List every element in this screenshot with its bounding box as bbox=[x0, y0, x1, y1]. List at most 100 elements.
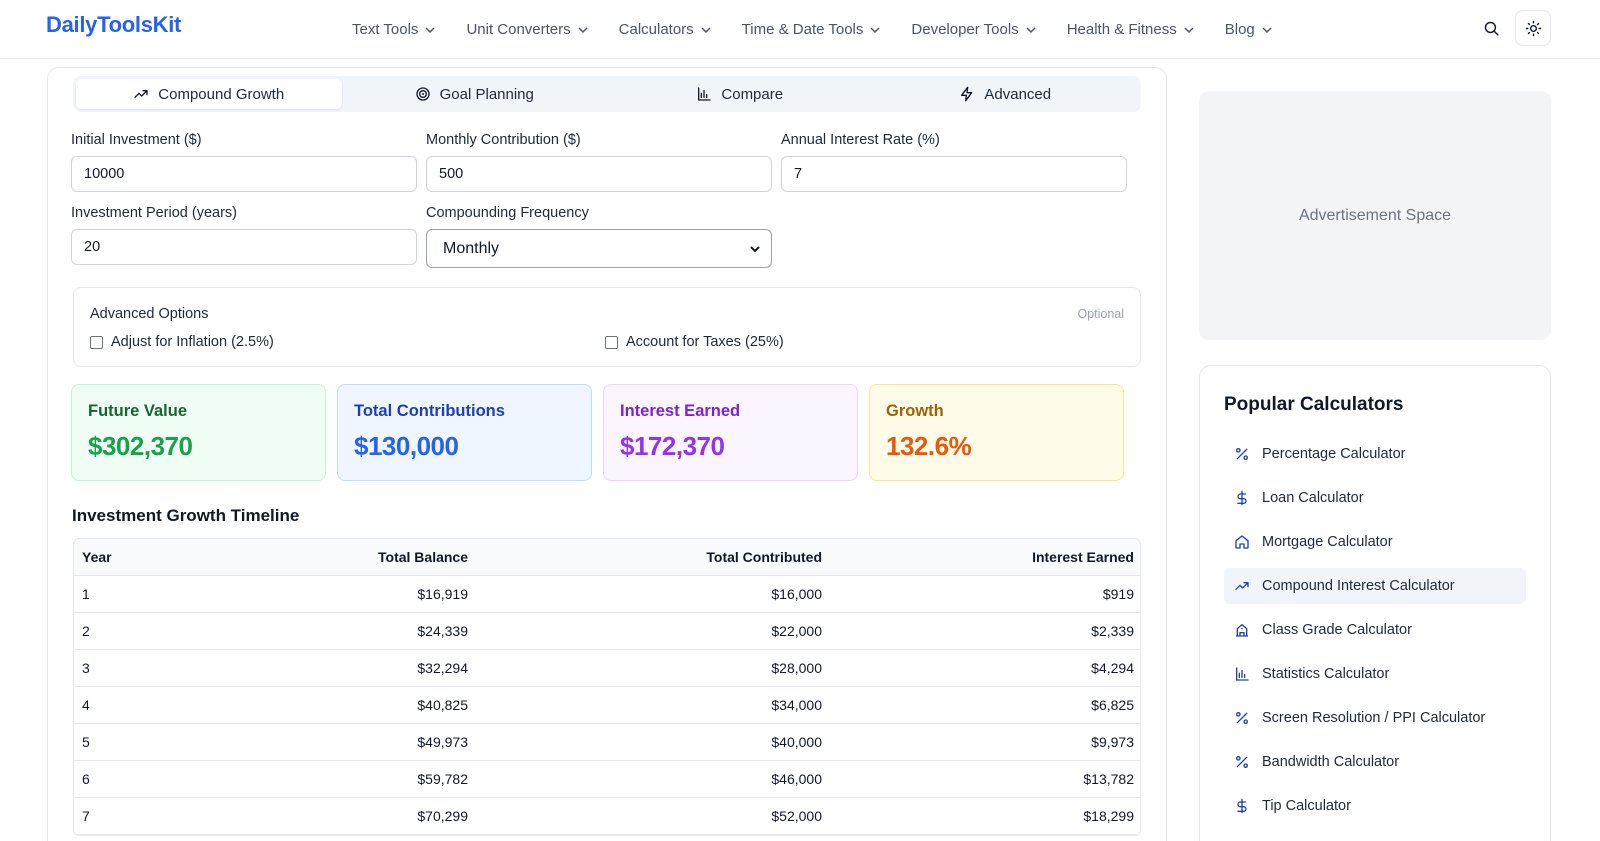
home-icon bbox=[1235, 535, 1249, 549]
chevron-down-icon bbox=[750, 245, 760, 252]
table-row: 7 $70,299 $52,000 $18,299 bbox=[74, 798, 1140, 835]
stat-value: $172,370 bbox=[620, 431, 725, 461]
popular-item-class-grade[interactable]: Class Grade Calculator bbox=[1224, 612, 1526, 648]
popular-item-label: Screen Resolution / PPI Calculator bbox=[1262, 710, 1486, 726]
frequency-value: Monthly bbox=[443, 239, 500, 257]
cell-year: 5 bbox=[82, 734, 90, 750]
cell-interest: $18,299 bbox=[1083, 808, 1134, 824]
nav-unit-converters[interactable]: Unit Converters bbox=[466, 21, 588, 38]
initial-investment-label: Initial Investment ($) bbox=[71, 132, 202, 148]
popular-item-compound-interest[interactable]: Compound Interest Calculator bbox=[1224, 568, 1526, 604]
popular-item-tip[interactable]: Tip Calculator bbox=[1224, 788, 1526, 824]
popular-item-label: Percentage Calculator bbox=[1262, 446, 1406, 462]
table-row: 5 $49,973 $40,000 $9,973 bbox=[74, 724, 1140, 761]
taxes-checkbox-row[interactable]: Account for Taxes (25%) bbox=[605, 334, 784, 350]
popular-calculators-card: Popular Calculators Percentage Calculato… bbox=[1199, 365, 1551, 841]
stat-future-value: Future Value $302,370 bbox=[71, 384, 326, 481]
nav-label: Unit Converters bbox=[466, 21, 571, 38]
cell-year: 3 bbox=[82, 660, 90, 676]
period-input[interactable]: 20 bbox=[71, 229, 417, 265]
popular-item-mortgage[interactable]: Mortgage Calculator bbox=[1224, 524, 1526, 560]
chevron-down-icon bbox=[578, 26, 588, 33]
chevron-down-icon bbox=[1026, 26, 1036, 33]
nav-time-date-tools[interactable]: Time & Date Tools bbox=[742, 21, 882, 38]
popular-item-label: Class Grade Calculator bbox=[1262, 622, 1412, 638]
annual-rate-input[interactable]: 7 bbox=[781, 156, 1127, 192]
percent-icon bbox=[1236, 756, 1248, 768]
frequency-select[interactable]: Monthly bbox=[426, 229, 772, 268]
popular-item-bandwidth[interactable]: Bandwidth Calculator bbox=[1224, 744, 1526, 780]
initial-investment-input[interactable]: 10000 bbox=[71, 156, 417, 192]
chevron-down-icon bbox=[425, 26, 435, 33]
monthly-contribution-label: Monthly Contribution ($) bbox=[426, 132, 581, 148]
stat-growth: Growth 132.6% bbox=[869, 384, 1124, 481]
taxes-checkbox[interactable] bbox=[605, 335, 618, 349]
stat-label: Growth bbox=[886, 402, 944, 420]
initial-investment-field: Initial Investment ($) 10000 bbox=[71, 132, 417, 192]
advertisement-space: Advertisement Space bbox=[1199, 91, 1551, 340]
cell-contributed: $34,000 bbox=[771, 697, 822, 713]
cell-balance: $59,782 bbox=[417, 771, 468, 787]
search-button[interactable] bbox=[1473, 10, 1509, 46]
popular-item-screen-resolution[interactable]: Screen Resolution / PPI Calculator bbox=[1224, 700, 1526, 736]
cell-year: 4 bbox=[82, 697, 90, 713]
cell-interest: $919 bbox=[1102, 586, 1134, 602]
inflation-checkbox-row[interactable]: Adjust for Inflation (2.5%) bbox=[90, 334, 274, 350]
trending-up-icon bbox=[1235, 582, 1249, 590]
nav-label: Blog bbox=[1224, 21, 1255, 38]
col-header-year: Year bbox=[82, 549, 112, 565]
chevron-down-icon bbox=[1262, 26, 1272, 33]
tab-goal-planning[interactable]: Goal Planning bbox=[342, 79, 608, 109]
timeline-table: Year Total Balance Total Contributed Int… bbox=[73, 538, 1141, 836]
percent-icon bbox=[1236, 712, 1248, 724]
timeline-title: Investment Growth Timeline bbox=[72, 506, 300, 525]
table-row: 3 $32,294 $28,000 $4,294 bbox=[74, 650, 1140, 687]
nav-calculators[interactable]: Calculators bbox=[619, 21, 712, 38]
popular-item-label: Mortgage Calculator bbox=[1262, 534, 1393, 550]
nav-health-fitness[interactable]: Health & Fitness bbox=[1067, 21, 1195, 38]
search-icon bbox=[1484, 21, 1499, 36]
cell-balance: $24,339 bbox=[417, 623, 468, 639]
nav-blog[interactable]: Blog bbox=[1225, 21, 1273, 38]
tab-compare[interactable]: Compare bbox=[607, 79, 873, 109]
popular-item-loan[interactable]: Loan Calculator bbox=[1224, 480, 1526, 516]
cell-contributed: $28,000 bbox=[771, 660, 822, 676]
table-header-row: Year Total Balance Total Contributed Int… bbox=[74, 539, 1140, 576]
popular-item-label: Loan Calculator bbox=[1262, 490, 1364, 506]
site-header: Daily Tools Kit Text Tools Unit Converters… bbox=[0, 0, 1600, 59]
target-icon bbox=[415, 87, 430, 101]
nav-developer-tools[interactable]: Developer Tools bbox=[911, 21, 1036, 38]
period-label: Investment Period (years) bbox=[71, 205, 238, 221]
tab-advanced[interactable]: Advanced bbox=[873, 79, 1139, 109]
popular-item-label: Statistics Calculator bbox=[1262, 666, 1390, 682]
tab-compound-growth[interactable]: Compound Growth bbox=[76, 79, 342, 109]
monthly-contribution-input[interactable]: 500 bbox=[426, 156, 772, 192]
cell-balance: $49,973 bbox=[417, 734, 468, 750]
cell-interest: $2,339 bbox=[1091, 623, 1134, 639]
bar-chart-icon bbox=[1236, 667, 1249, 681]
table-row: 1 $16,919 $16,000 $919 bbox=[74, 576, 1140, 613]
site-logo[interactable]: Daily Tools Kit bbox=[46, 12, 181, 38]
percent-icon bbox=[1236, 448, 1248, 460]
main-nav: Text Tools Unit Converters Calculators T… bbox=[352, 0, 1273, 59]
nav-text-tools[interactable]: Text Tools bbox=[352, 21, 436, 38]
annual-rate-field: Annual Interest Rate (%) 7 bbox=[781, 132, 1127, 192]
stat-value: 132.6% bbox=[886, 431, 972, 461]
cell-contributed: $22,000 bbox=[771, 623, 822, 639]
frequency-label: Compounding Frequency bbox=[426, 205, 589, 221]
theme-toggle-button[interactable] bbox=[1515, 10, 1551, 46]
sun-icon bbox=[1525, 20, 1541, 36]
popular-item-statistics[interactable]: Statistics Calculator bbox=[1224, 656, 1526, 692]
annual-rate-label: Annual Interest Rate (%) bbox=[781, 132, 940, 148]
calculator-card: Compound Growth Goal Planning Compare Ad… bbox=[47, 67, 1167, 841]
advanced-options-title: Advanced Options bbox=[90, 306, 209, 322]
stat-label: Total Contributions bbox=[354, 402, 505, 420]
popular-item-percentage[interactable]: Percentage Calculator bbox=[1224, 436, 1526, 472]
nav-label: Health & Fitness bbox=[1066, 21, 1177, 38]
inflation-label: Adjust for Inflation (2.5%) bbox=[111, 334, 274, 350]
cell-balance: $70,299 bbox=[417, 808, 468, 824]
chevron-down-icon bbox=[1184, 26, 1194, 33]
inflation-checkbox[interactable] bbox=[90, 335, 103, 349]
period-field: Investment Period (years) 20 bbox=[71, 205, 417, 265]
cell-interest: $13,782 bbox=[1083, 771, 1134, 787]
